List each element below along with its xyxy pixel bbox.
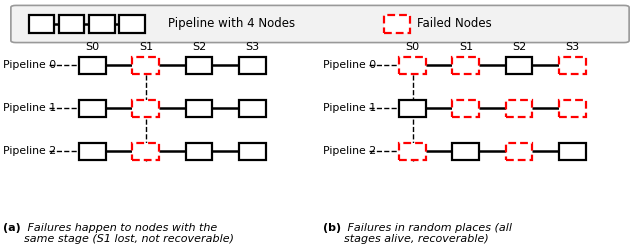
Text: Pipeline 2: Pipeline 2 bbox=[323, 146, 376, 156]
Text: Pipeline 2: Pipeline 2 bbox=[3, 146, 56, 156]
Bar bbox=[399, 100, 426, 117]
Text: Failed Nodes: Failed Nodes bbox=[417, 17, 492, 31]
Text: (b): (b) bbox=[323, 223, 341, 233]
Bar bbox=[59, 15, 84, 33]
Text: (a): (a) bbox=[3, 223, 21, 233]
Bar bbox=[384, 15, 410, 33]
Bar bbox=[399, 57, 426, 74]
Text: Failures happen to nodes with the
same stage (S1 lost, not recoverable): Failures happen to nodes with the same s… bbox=[24, 223, 234, 244]
Bar bbox=[186, 143, 212, 160]
Bar bbox=[79, 143, 106, 160]
Bar bbox=[79, 100, 106, 117]
Text: Pipeline with 4 Nodes: Pipeline with 4 Nodes bbox=[168, 17, 295, 31]
Bar bbox=[399, 143, 426, 160]
Bar bbox=[559, 57, 586, 74]
Bar bbox=[132, 100, 159, 117]
Bar bbox=[506, 143, 532, 160]
Text: Pipeline 0: Pipeline 0 bbox=[323, 60, 376, 70]
Text: Pipeline 1: Pipeline 1 bbox=[3, 103, 56, 113]
Bar bbox=[559, 100, 586, 117]
Text: Pipeline 1: Pipeline 1 bbox=[323, 103, 376, 113]
Text: S2: S2 bbox=[192, 42, 206, 52]
Text: S3: S3 bbox=[565, 42, 579, 52]
Text: Pipeline 0: Pipeline 0 bbox=[3, 60, 56, 70]
Bar bbox=[239, 57, 266, 74]
Bar bbox=[119, 15, 145, 33]
Bar bbox=[452, 143, 479, 160]
Bar bbox=[89, 15, 115, 33]
Text: S0: S0 bbox=[86, 42, 100, 52]
Bar bbox=[79, 57, 106, 74]
Bar bbox=[452, 57, 479, 74]
Text: S3: S3 bbox=[245, 42, 259, 52]
Bar bbox=[506, 100, 532, 117]
Bar bbox=[186, 100, 212, 117]
Bar bbox=[132, 57, 159, 74]
Text: S0: S0 bbox=[406, 42, 420, 52]
FancyBboxPatch shape bbox=[11, 5, 629, 43]
Text: Failures in random places (all
stages alive, recoverable): Failures in random places (all stages al… bbox=[344, 223, 512, 244]
Bar bbox=[239, 143, 266, 160]
Bar bbox=[559, 143, 586, 160]
Bar bbox=[29, 15, 54, 33]
Text: S2: S2 bbox=[512, 42, 526, 52]
Bar bbox=[132, 143, 159, 160]
Bar bbox=[506, 57, 532, 74]
Bar bbox=[239, 100, 266, 117]
Text: S1: S1 bbox=[459, 42, 473, 52]
Bar bbox=[452, 100, 479, 117]
Text: S1: S1 bbox=[139, 42, 153, 52]
Bar bbox=[186, 57, 212, 74]
